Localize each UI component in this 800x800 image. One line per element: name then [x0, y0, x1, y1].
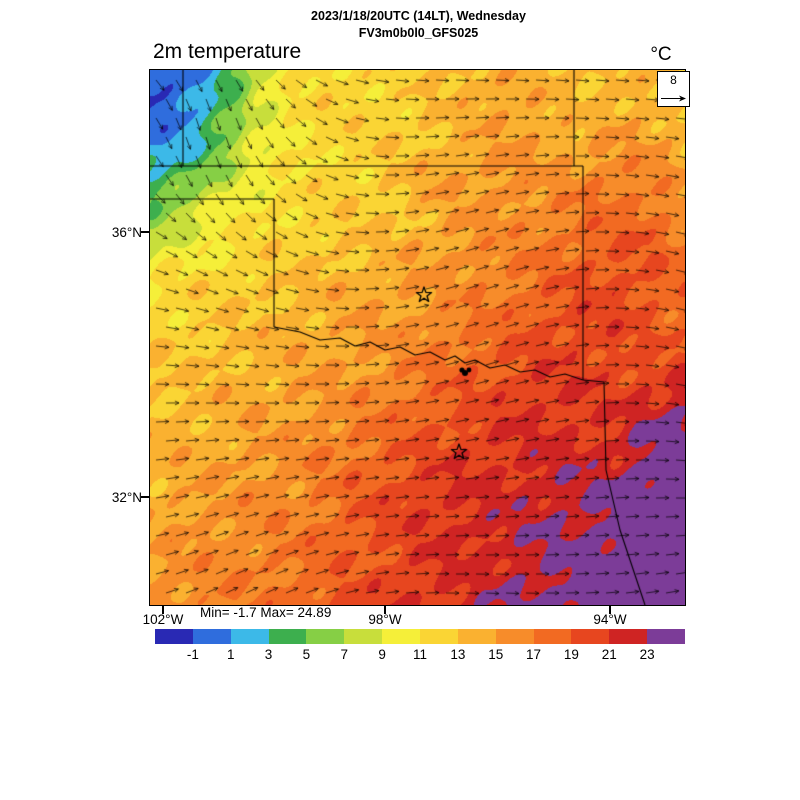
lon-tick-94w	[609, 606, 611, 614]
temperature-map-canvas	[149, 69, 686, 606]
colorbar-segment	[420, 629, 458, 644]
colorbar-segment	[344, 629, 383, 644]
colorbar-segment	[268, 629, 307, 644]
colorbar-segment	[155, 629, 193, 644]
colorbar-segment	[533, 629, 572, 644]
lat-tick-32n	[141, 496, 149, 498]
colorbar	[155, 629, 686, 644]
colorbar-segment	[306, 629, 345, 644]
colorbar-tick-label: 1	[226, 647, 235, 662]
lon-tick-102w	[162, 606, 164, 614]
units-label: °C	[650, 44, 672, 65]
colorbar-segment	[230, 629, 269, 644]
colorbar-tick-label: 21	[601, 647, 617, 662]
min-max-stats: Min= -1.7 Max= 24.89	[200, 605, 332, 620]
colorbar-segment	[571, 629, 610, 644]
lon-label-98w: 98°W	[368, 612, 402, 627]
figure-titles: 2023/1/18/20UTC (14LT), Wednesday FV3m0b…	[150, 8, 687, 42]
wind-reference-arrow-icon	[661, 95, 686, 102]
wind-reference-box: 8	[657, 71, 690, 107]
lon-label-102w: 102°W	[142, 612, 184, 627]
colorbar-segment	[457, 629, 496, 644]
colorbar-segment	[495, 629, 534, 644]
lon-tick-98w	[384, 606, 386, 614]
colorbar-tick-label: 11	[412, 647, 428, 662]
colorbar-segment	[382, 629, 421, 644]
colorbar-tick-label: 13	[450, 647, 466, 662]
wind-reference-value: 8	[670, 73, 677, 87]
plot-title: 2m temperature	[153, 40, 302, 63]
colorbar-tick-label: 9	[378, 647, 386, 662]
lat-label-36n: 36°N	[111, 225, 142, 240]
colorbar-tick-label: 17	[526, 647, 542, 662]
lon-label-94w: 94°W	[593, 612, 627, 627]
colorbar-labels: -1 1 3 5 7 9 11 13 15 17 19 21 23	[155, 647, 685, 665]
colorbar-tick-label: 3	[264, 647, 273, 662]
colorbar-tick-label: 19	[563, 647, 579, 662]
lat-label-32n: 32°N	[111, 490, 142, 505]
colorbar-tick-label: 15	[488, 647, 504, 662]
lat-tick-36n	[141, 231, 149, 233]
colorbar-tick-label: 23	[639, 647, 655, 662]
colorbar-segment	[647, 629, 686, 644]
title-model: FV3m0b0l0_GFS025	[358, 25, 479, 40]
colorbar-segment	[609, 629, 648, 644]
title-datetime: 2023/1/18/20UTC (14LT), Wednesday	[311, 9, 526, 23]
colorbar-tick-label: -1	[186, 647, 199, 662]
colorbar-tick-label: 7	[340, 647, 349, 662]
colorbar-segment	[192, 629, 231, 644]
colorbar-tick-label: 5	[302, 647, 311, 662]
